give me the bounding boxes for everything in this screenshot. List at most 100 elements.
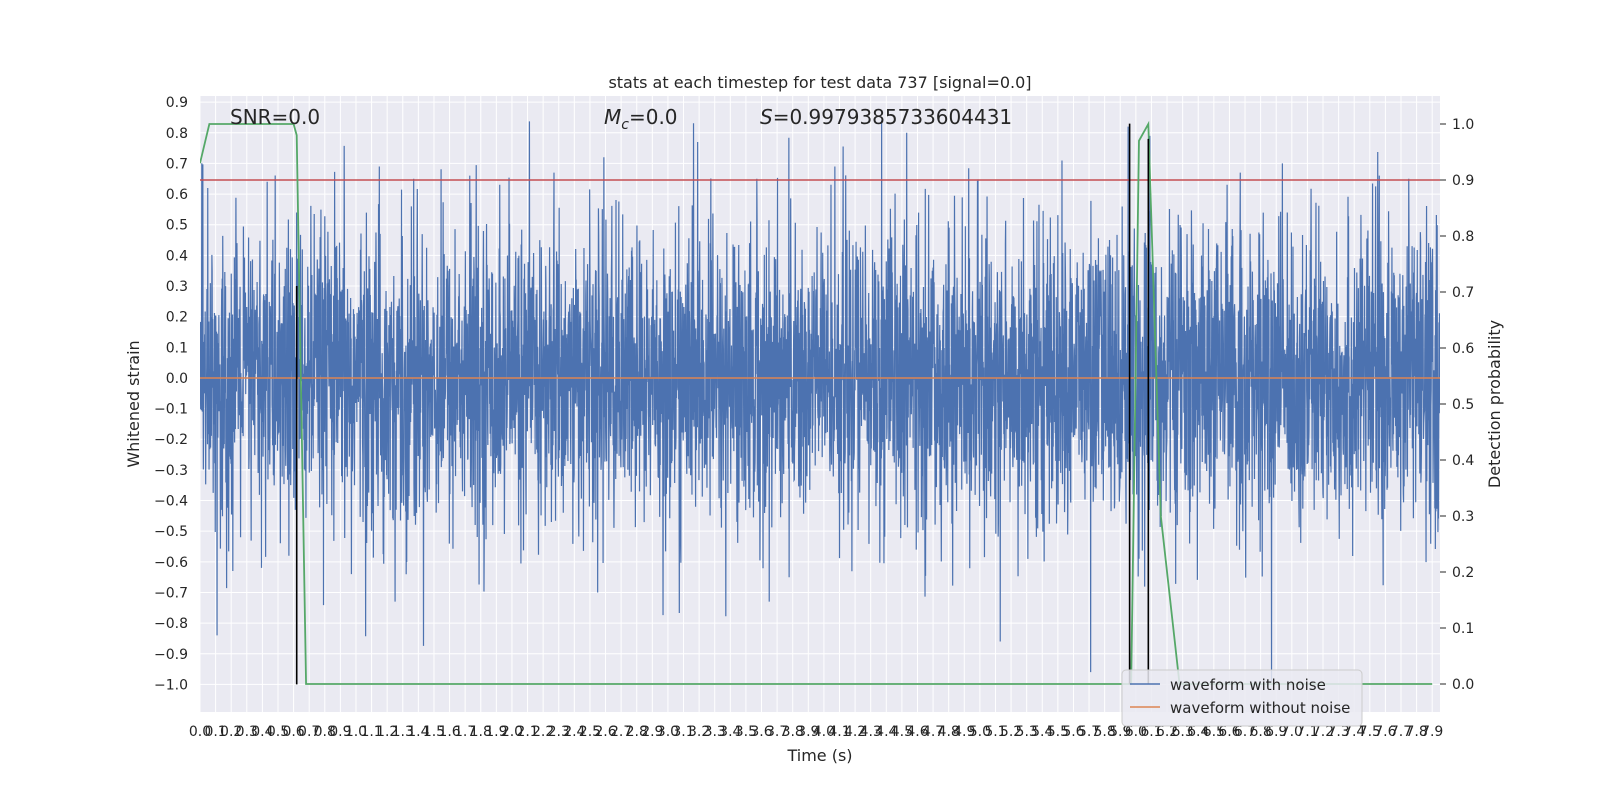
y-axis-label: Whitened strain [124, 340, 143, 467]
x-tick-label: 3.6 [750, 724, 772, 740]
x-tick-label: 6.8 [1249, 724, 1271, 740]
x-tick-label: 3.8 [782, 724, 804, 740]
x-tick-label: 3.9 [797, 724, 819, 740]
chirp-mass-symbol: M [604, 105, 621, 129]
y-tick-label: −0.8 [154, 616, 188, 632]
x-tick-label: 7.2 [1312, 724, 1334, 740]
x-tick-label: 7.7 [1390, 724, 1412, 740]
x-axis-label: Time (s) [786, 746, 852, 765]
x-tick-label: 2.6 [594, 724, 616, 740]
x-tick-label: 1.8 [470, 724, 492, 740]
x-tick-label: 7.6 [1374, 724, 1396, 740]
y-tick-label: 0.1 [166, 340, 188, 356]
x-tick-label: 5.5 [1047, 724, 1069, 740]
x-tick-label: 0.2 [220, 724, 242, 740]
x-tick-label: 1.4 [407, 724, 429, 740]
x-tick-label: 0.7 [298, 724, 320, 740]
x-tick-label: 5.7 [1078, 724, 1100, 740]
x-tick-label: 6.1 [1140, 724, 1162, 740]
y-tick-label: −0.1 [154, 402, 188, 418]
x-tick-label: 2.1 [516, 724, 538, 740]
x-tick-label: 5.6 [1062, 724, 1084, 740]
x-tick-label: 6.4 [1187, 724, 1209, 740]
y-right-tick-label: 0.2 [1452, 565, 1474, 581]
y-tick-label: 0.9 [166, 95, 188, 111]
x-tick-label: 2.7 [610, 724, 632, 740]
snr-annotation: SNR=0.0 [230, 105, 320, 129]
x-tick-label: 6.0 [1125, 724, 1147, 740]
series-waveform-with-noise [200, 120, 1440, 682]
x-tick-label: 2.8 [626, 724, 648, 740]
chirp-mass-subscript: c [621, 117, 629, 133]
x-tick-label: 4.6 [906, 724, 928, 740]
x-tick-label: 1.1 [360, 724, 382, 740]
y-tick-label: −0.7 [154, 585, 188, 601]
x-tick-label: 2.4 [563, 724, 585, 740]
x-tick-label: 0.6 [282, 724, 304, 740]
x-tick-label: 5.0 [969, 724, 991, 740]
score-annotation: S=0.9979385733604431 [760, 105, 1012, 129]
x-tick-label: 4.7 [922, 724, 944, 740]
x-tick-label: 1.9 [485, 724, 507, 740]
x-tick-label: 1.7 [454, 724, 476, 740]
x-tick-label: 1.2 [376, 724, 398, 740]
x-tick-label: 2.5 [579, 724, 601, 740]
y-right-tick-label: 0.5 [1452, 397, 1474, 413]
x-tick-label: 0.9 [329, 724, 351, 740]
y-tick-label: −1.0 [154, 677, 188, 693]
y-right-tick-label: 0.0 [1452, 677, 1474, 693]
legend-entry-noise: waveform with noise [1170, 676, 1326, 694]
x-tick-label: 6.5 [1203, 724, 1225, 740]
y-tick-label: 0.3 [166, 279, 188, 295]
x-tick-label: 2.2 [532, 724, 554, 740]
x-tick-label: 5.1 [984, 724, 1006, 740]
y-tick-label: −0.2 [154, 432, 188, 448]
x-tick-label: 1.0 [345, 724, 367, 740]
x-tick-label: 4.9 [953, 724, 975, 740]
chirp-mass-annotation: Mc=0.0 [604, 105, 678, 133]
x-tick-label: 4.1 [828, 724, 850, 740]
y-tick-label: −0.9 [154, 647, 188, 663]
x-tick-label: 7.8 [1405, 724, 1427, 740]
x-tick-label: 0.8 [314, 724, 336, 740]
x-tick-label: 6.3 [1172, 724, 1194, 740]
x-tick-label: 1.3 [392, 724, 414, 740]
legend-box [1121, 669, 1363, 727]
x-tick-label: 5.2 [1000, 724, 1022, 740]
x-tick-label: 3.1 [672, 724, 694, 740]
y-right-tick-label: 0.6 [1452, 341, 1474, 357]
y-right-tick-label: 0.3 [1452, 509, 1474, 525]
x-tick-label: 7.0 [1281, 724, 1303, 740]
x-tick-label: 1.5 [423, 724, 445, 740]
score-symbol: S [760, 105, 773, 129]
y-right-tick-label: 0.8 [1452, 229, 1474, 245]
x-tick-label: 5.4 [1031, 724, 1053, 740]
x-tick-label: 0.0 [189, 724, 211, 740]
y-right-tick-label: 0.4 [1452, 453, 1474, 469]
x-tick-label: 6.9 [1265, 724, 1287, 740]
x-tick-label: 3.2 [688, 724, 710, 740]
chirp-mass-value: =0.0 [629, 105, 678, 129]
chart-title: stats at each timestep for test data 737… [608, 73, 1031, 92]
x-tick-label: 6.7 [1234, 724, 1256, 740]
x-tick-label: 0.4 [251, 724, 273, 740]
y-axis-right-label: Detection probability [1485, 320, 1504, 488]
x-tick-label: 7.4 [1343, 724, 1365, 740]
y-tick-label: −0.5 [154, 524, 188, 540]
x-tick-label: 4.5 [891, 724, 913, 740]
x-tick-label: 3.3 [704, 724, 726, 740]
y-right-tick-label: 1.0 [1452, 117, 1474, 133]
y-right-tick-label: 0.7 [1452, 285, 1474, 301]
x-tick-label: 6.6 [1218, 724, 1240, 740]
x-tick-label: 4.8 [938, 724, 960, 740]
x-tick-label: 4.2 [844, 724, 866, 740]
score-value: =0.9979385733604431 [773, 105, 1012, 129]
legend: waveform with noise waveform without noi… [1121, 669, 1363, 727]
y-tick-label: 0.0 [166, 371, 188, 387]
y-tick-label: −0.6 [154, 555, 188, 571]
y-tick-label: 0.6 [166, 187, 188, 203]
y-tick-label: 0.2 [166, 310, 188, 326]
y-tick-label: 0.7 [166, 156, 188, 172]
x-tick-label: 5.3 [1016, 724, 1038, 740]
legend-entry-clean: waveform without noise [1170, 699, 1350, 717]
